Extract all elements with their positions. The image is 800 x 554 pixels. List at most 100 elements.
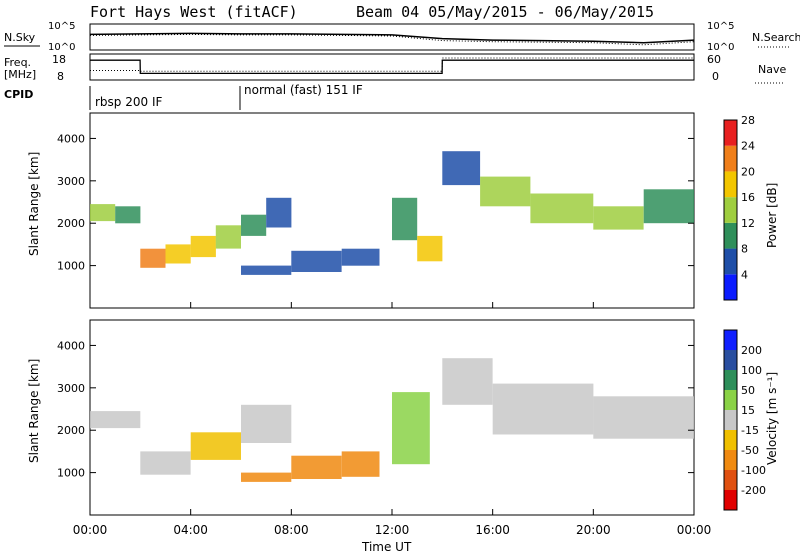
power-cell-18 xyxy=(643,189,694,224)
range-tick-label: 1000 xyxy=(57,260,85,273)
power-cell-13 xyxy=(417,235,443,262)
noise-left-tick-bottom: 10^0 xyxy=(48,42,75,53)
velocity-ylabel: Slant Range [km] xyxy=(27,359,41,463)
nave-label: Nave xyxy=(758,63,786,76)
power-ylabel: Slant Range [km] xyxy=(27,152,41,256)
time-tick-label: 12:00 xyxy=(375,523,410,537)
velocity-cell-2 xyxy=(140,451,191,475)
velocity-cbar-swatch xyxy=(724,490,737,510)
velocity-cell-6 xyxy=(291,455,342,479)
time-tick-label: 00:00 xyxy=(73,523,108,537)
velocity-cbar-swatch xyxy=(724,450,737,470)
time-tick-label: 20:00 xyxy=(576,523,611,537)
velocity-cbar-swatch xyxy=(724,430,737,450)
velocity-cell-11 xyxy=(593,396,694,439)
velocity-colorbar: 200 100 50 15 -15 -50 -100 -200 Velocity [m s⁻¹… xyxy=(723,329,779,511)
beam-date-range: Beam 04 05/May/2015 - 06/May/2015 xyxy=(356,3,654,21)
power-cell-4 xyxy=(165,244,191,264)
power-cell-1 xyxy=(90,204,116,222)
freq-left-tick-top: 18 xyxy=(52,53,66,66)
velocity-cell-3 xyxy=(190,432,241,460)
velocity-cbar-swatch xyxy=(724,370,737,390)
power-cbar-tick: 24 xyxy=(741,140,755,153)
time-tick-label: 04:00 xyxy=(173,523,208,537)
power-cbar-tick: 12 xyxy=(741,217,755,230)
range-tick-label: 4000 xyxy=(57,339,85,352)
noise-left-tick-top: 10^5 xyxy=(48,21,75,32)
power-cbar-frame xyxy=(723,119,738,301)
cpid-segment-1: rbsp 200 IF xyxy=(95,95,162,109)
power-cbar-swatch xyxy=(724,197,737,223)
power-cell-2 xyxy=(115,206,141,224)
noise-panel: N.Sky 10^5 10^0 10^5 10^0 N.Search xyxy=(4,21,800,53)
power-cbar-tick: 20 xyxy=(741,165,755,178)
power-colorbar: 4 8 12 16 20 24 28 Power [dB] xyxy=(723,114,779,301)
nsky-label: N.Sky xyxy=(4,31,36,44)
power-cell-8 xyxy=(266,197,292,228)
time-tick-label: 16:00 xyxy=(475,523,510,537)
power-cell-12 xyxy=(392,197,418,241)
noise-right-tick-top: 10^5 xyxy=(707,21,734,32)
velocity-cell-1 xyxy=(90,411,141,429)
figure-title: Fort Hays West (fitACF) xyxy=(90,3,298,21)
time-tick-label: 08:00 xyxy=(274,523,309,537)
range-tick-label: 3000 xyxy=(57,175,85,188)
power-cbar-swatch xyxy=(724,274,737,300)
range-tick-label: 4000 xyxy=(57,132,85,145)
power-cell-7 xyxy=(241,214,267,236)
power-cell-14 xyxy=(442,151,481,186)
velocity-cell-7 xyxy=(341,451,380,477)
nave-series xyxy=(90,57,694,72)
power-cbar-swatch xyxy=(724,222,737,249)
velocity-cbar-swatch xyxy=(724,350,737,370)
power-cbar-tick: 16 xyxy=(741,191,755,204)
cpid-segment-2: normal (fast) 151 IF xyxy=(244,83,363,97)
velocity-cell-4 xyxy=(241,404,292,443)
power-cell-15 xyxy=(480,176,531,207)
freq-unit-label: [MHz] xyxy=(4,68,36,81)
velocity-cbar-frame xyxy=(723,329,738,511)
velocity-cell-10 xyxy=(492,383,594,435)
power-cell-5 xyxy=(190,235,216,258)
freq-label: Freq. xyxy=(4,56,31,69)
range-tick-label: 2000 xyxy=(57,424,85,437)
range-tick-label: 2000 xyxy=(57,217,85,230)
power-cell-17 xyxy=(593,206,644,230)
freq-right-tick-top: 60 xyxy=(707,53,721,66)
frequency-panel: Freq. [MHz] 18 8 60 0 Nave xyxy=(4,53,786,84)
velocity-cbar-tick: -200 xyxy=(741,484,766,497)
power-cell-10 xyxy=(291,250,342,272)
power-cell-6 xyxy=(215,225,241,249)
power-panel: Slant Range [km] 1000 2000 3000 4000 xyxy=(27,112,695,309)
velocity-cbar-tick: -50 xyxy=(741,444,759,457)
velocity-cbar-swatch xyxy=(724,330,737,350)
power-cbar-tick: 4 xyxy=(741,268,748,281)
velocity-cell-8 xyxy=(392,392,430,465)
velocity-cell-5 xyxy=(241,472,292,482)
velocity-cbar-tick: -15 xyxy=(741,424,759,437)
cpid-label: CPID xyxy=(4,88,33,101)
time-tick-label: 00:00 xyxy=(677,523,712,537)
power-cell-16 xyxy=(530,193,594,224)
power-cell-9 xyxy=(241,265,292,275)
velocity-cbar-tick: 15 xyxy=(741,404,755,417)
time-axis-label: Time UT xyxy=(361,540,412,554)
power-cbar-tick: 8 xyxy=(741,243,748,256)
range-tick-label: 3000 xyxy=(57,382,85,395)
power-cbar-swatch xyxy=(724,171,737,198)
noise-right-tick-bottom: 10^0 xyxy=(707,42,734,53)
cpid-panel: CPID rbsp 200 IF normal (fast) 151 IF xyxy=(4,83,363,110)
velocity-panel: Slant Range [km] 1000 2000 3000 4000 xyxy=(27,319,695,516)
velocity-cbar-tick: 50 xyxy=(741,384,755,397)
power-cbar-swatch xyxy=(724,120,737,146)
range-tick-label: 1000 xyxy=(57,467,85,480)
freq-series xyxy=(90,59,694,75)
freq-right-tick-bottom: 0 xyxy=(712,70,719,83)
nsearch-label: N.Search xyxy=(752,31,800,44)
power-cbar-swatch xyxy=(724,145,737,172)
power-cbar-swatch xyxy=(724,248,737,275)
velocity-cbar-tick: -100 xyxy=(741,464,766,477)
noise-series-1 xyxy=(89,32,695,44)
velocity-cbar-swatch xyxy=(724,390,737,410)
